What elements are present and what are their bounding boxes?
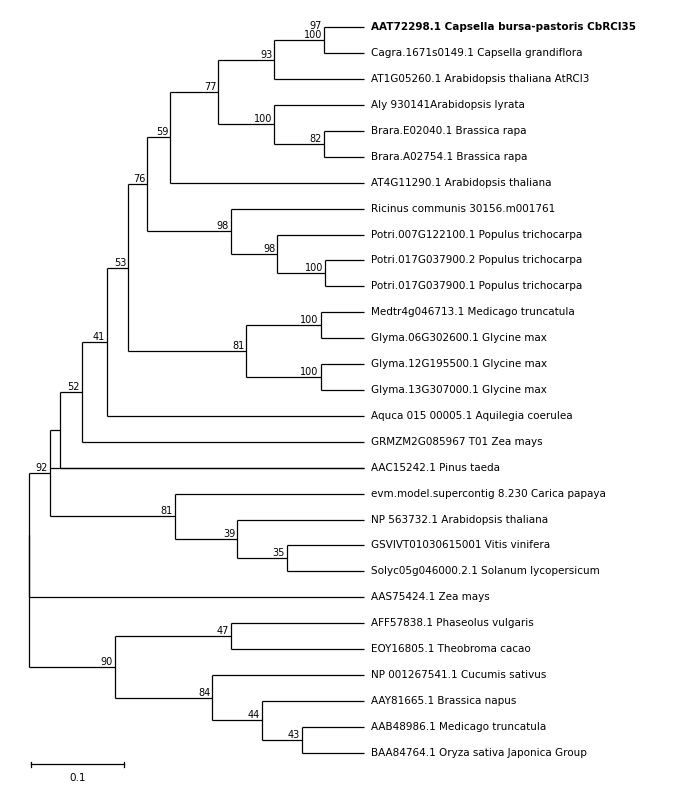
Text: 0.1: 0.1 [69,773,86,784]
Text: 53: 53 [115,258,127,268]
Text: BAA84764.1 Oryza sativa Japonica Group: BAA84764.1 Oryza sativa Japonica Group [371,747,587,758]
Text: AT1G05260.1 Arabidopsis thaliana AtRCl3: AT1G05260.1 Arabidopsis thaliana AtRCl3 [371,74,590,84]
Text: 90: 90 [101,657,113,667]
Text: Ricinus communis 30156.m001761: Ricinus communis 30156.m001761 [371,204,556,214]
Text: Potri.017G037900.2 Populus trichocarpa: Potri.017G037900.2 Populus trichocarpa [371,255,582,266]
Text: AAY81665.1 Brassica napus: AAY81665.1 Brassica napus [371,696,517,706]
Text: AAC15242.1 Pinus taeda: AAC15242.1 Pinus taeda [371,463,501,472]
Text: 81: 81 [161,506,173,516]
Text: Potri.017G037900.1 Populus trichocarpa: Potri.017G037900.1 Populus trichocarpa [371,281,582,292]
Text: Medtr4g046713.1 Medicago truncatula: Medtr4g046713.1 Medicago truncatula [371,307,576,318]
Text: EOY16805.1 Theobroma cacao: EOY16805.1 Theobroma cacao [371,644,531,654]
Text: NP 563732.1 Arabidopsis thaliana: NP 563732.1 Arabidopsis thaliana [371,515,549,524]
Text: 76: 76 [133,174,145,185]
Text: Potri.007G122100.1 Populus trichocarpa: Potri.007G122100.1 Populus trichocarpa [371,230,582,240]
Text: 52: 52 [68,382,80,392]
Text: 98: 98 [217,222,229,231]
Text: Glyma.06G302600.1 Glycine max: Glyma.06G302600.1 Glycine max [371,333,547,343]
Text: Solyc05g046000.2.1 Solanum lycopersicum: Solyc05g046000.2.1 Solanum lycopersicum [371,567,600,576]
Text: evm.model.supercontig 8.230 Carica papaya: evm.model.supercontig 8.230 Carica papay… [371,489,606,498]
Text: 44: 44 [248,711,260,720]
Text: 81: 81 [232,341,244,351]
Text: 35: 35 [272,549,285,558]
Text: 97: 97 [309,21,322,31]
Text: AAS75424.1 Zea mays: AAS75424.1 Zea mays [371,593,490,602]
Text: 100: 100 [300,315,319,325]
Text: Cagra.1671s0149.1 Capsella grandiflora: Cagra.1671s0149.1 Capsella grandiflora [371,48,583,58]
Text: AT4G11290.1 Arabidopsis thaliana: AT4G11290.1 Arabidopsis thaliana [371,178,552,188]
Text: 77: 77 [204,82,217,92]
Text: NP 001267541.1 Cucumis sativus: NP 001267541.1 Cucumis sativus [371,670,547,680]
Text: 92: 92 [36,463,48,473]
Text: 39: 39 [223,529,235,539]
Text: 100: 100 [303,30,322,40]
Text: Brara.A02754.1 Brassica rapa: Brara.A02754.1 Brassica rapa [371,152,528,162]
Text: Brara.E02040.1 Brassica rapa: Brara.E02040.1 Brassica rapa [371,126,527,136]
Text: AAB48986.1 Medicago truncatula: AAB48986.1 Medicago truncatula [371,722,547,732]
Text: GRMZM2G085967 T01 Zea mays: GRMZM2G085967 T01 Zea mays [371,437,543,446]
Text: 43: 43 [288,729,300,740]
Text: 100: 100 [254,115,272,124]
Text: Aly 930141Arabidopsis lyrata: Aly 930141Arabidopsis lyrata [371,100,525,110]
Text: GSVIVT01030615001 Vitis vinifera: GSVIVT01030615001 Vitis vinifera [371,541,551,550]
Text: 100: 100 [305,263,323,274]
Text: AAT72298.1 Capsella bursa-pastoris CbRCl35: AAT72298.1 Capsella bursa-pastoris CbRCl… [371,22,637,32]
Text: AFF57838.1 Phaseolus vulgaris: AFF57838.1 Phaseolus vulgaris [371,619,534,628]
Text: Aquca 015 00005.1 Aquilegia coerulea: Aquca 015 00005.1 Aquilegia coerulea [371,411,573,421]
Text: 82: 82 [309,134,322,144]
Text: 59: 59 [156,127,168,138]
Text: 47: 47 [217,626,229,636]
Text: 41: 41 [93,332,105,342]
Text: Glyma.12G195500.1 Glycine max: Glyma.12G195500.1 Glycine max [371,359,547,369]
Text: 98: 98 [263,244,275,254]
Text: 93: 93 [260,50,272,60]
Text: Glyma.13G307000.1 Glycine max: Glyma.13G307000.1 Glycine max [371,385,547,395]
Text: 100: 100 [300,367,319,377]
Text: 84: 84 [198,688,211,698]
